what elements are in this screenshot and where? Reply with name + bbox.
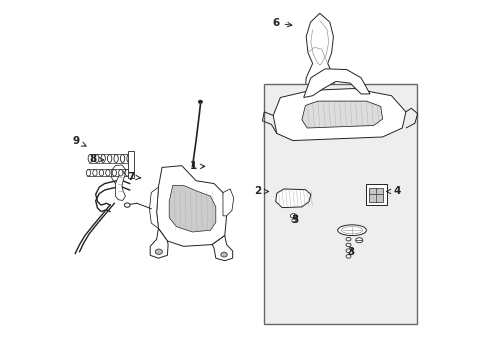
Text: 8: 8 (89, 154, 103, 164)
Ellipse shape (105, 170, 110, 176)
Polygon shape (150, 228, 168, 258)
Ellipse shape (120, 154, 124, 162)
Ellipse shape (94, 154, 99, 162)
Text: 7: 7 (127, 172, 141, 182)
Polygon shape (275, 189, 310, 208)
Bar (128, 151, 134, 178)
Ellipse shape (221, 252, 227, 257)
Polygon shape (212, 235, 232, 261)
Ellipse shape (119, 170, 122, 176)
Ellipse shape (198, 100, 202, 104)
Ellipse shape (86, 170, 90, 176)
Polygon shape (273, 89, 405, 140)
Ellipse shape (290, 214, 296, 218)
Ellipse shape (155, 249, 162, 255)
Bar (368, 188, 382, 202)
Polygon shape (115, 171, 125, 201)
Bar (264, 84, 416, 324)
Text: 1: 1 (189, 161, 204, 171)
Ellipse shape (355, 238, 362, 243)
Text: 9: 9 (72, 136, 86, 146)
Ellipse shape (124, 203, 130, 207)
Polygon shape (169, 185, 215, 232)
Text: 2: 2 (254, 186, 268, 197)
Ellipse shape (88, 154, 92, 162)
Polygon shape (303, 69, 369, 98)
Ellipse shape (99, 170, 103, 176)
Ellipse shape (101, 154, 105, 162)
Ellipse shape (291, 219, 295, 222)
Text: 5: 5 (290, 215, 298, 225)
Bar (365, 184, 386, 205)
Ellipse shape (93, 170, 97, 176)
Polygon shape (156, 166, 226, 246)
Text: 6: 6 (272, 18, 291, 28)
Text: 3: 3 (347, 247, 354, 257)
Polygon shape (223, 189, 233, 216)
Text: 4: 4 (386, 186, 400, 197)
Ellipse shape (112, 170, 116, 176)
Ellipse shape (337, 225, 366, 235)
Ellipse shape (107, 154, 112, 162)
Ellipse shape (114, 154, 118, 162)
Polygon shape (301, 101, 382, 128)
Ellipse shape (126, 154, 131, 162)
Ellipse shape (125, 170, 129, 176)
Polygon shape (149, 187, 158, 228)
